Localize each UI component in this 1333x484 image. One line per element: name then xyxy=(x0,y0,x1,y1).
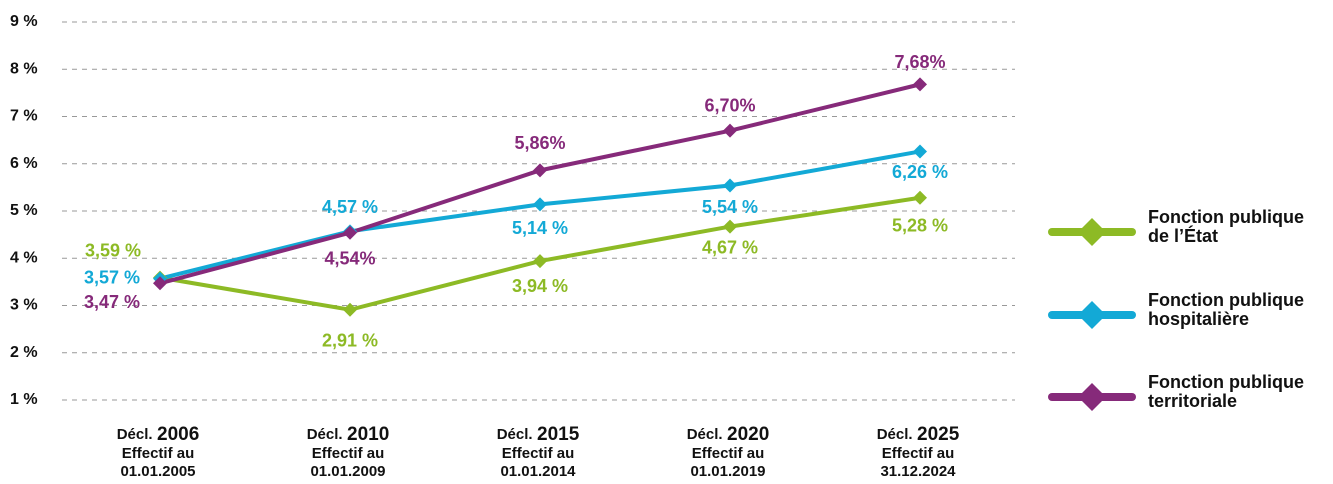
x-tick-label: Décl. 2020 xyxy=(687,424,770,445)
x-tick-label: Décl. 2010 xyxy=(307,424,390,445)
x-tick-prefix: Décl. xyxy=(687,426,723,443)
x-tick-sub: Effectif au xyxy=(692,445,765,462)
y-tick-label: 3 % xyxy=(10,297,38,314)
y-tick-label: 1 % xyxy=(10,391,38,408)
value-label: 4,57 % xyxy=(322,197,378,217)
point xyxy=(343,225,357,240)
y-tick-label: 8 % xyxy=(10,60,38,77)
value-label: 6,70% xyxy=(704,95,755,115)
x-tick-sub: 01.01.2019 xyxy=(690,463,765,480)
x-tick-year: 2010 xyxy=(347,424,389,445)
legend-label: Fonction publique hospitalière xyxy=(1148,290,1304,329)
x-tick-sub: 01.01.2014 xyxy=(500,463,576,480)
point xyxy=(533,197,547,212)
legend-marker xyxy=(1078,383,1106,411)
point xyxy=(913,77,927,92)
value-label: 4,54% xyxy=(324,248,375,268)
y-tick-label: 2 % xyxy=(10,344,38,361)
x-tick-year: 2006 xyxy=(157,424,199,445)
point xyxy=(343,302,357,317)
point xyxy=(533,254,547,269)
x-tick-sub: 01.01.2005 xyxy=(120,463,195,480)
point xyxy=(533,163,547,178)
value-label: 3,94 % xyxy=(512,276,568,296)
x-tick-label: Décl. 2006 xyxy=(117,424,200,445)
value-label: 5,28 % xyxy=(892,216,948,236)
x-tick-year: 2020 xyxy=(727,424,769,445)
x-tick-sub: Effectif au xyxy=(882,445,955,462)
point xyxy=(153,276,167,291)
point xyxy=(723,123,737,138)
y-tick-label: 6 % xyxy=(10,155,38,172)
point xyxy=(723,178,737,193)
value-label: 7,68% xyxy=(894,52,945,72)
x-tick-label: Décl. 2015 xyxy=(497,424,580,445)
x-tick-prefix: Décl. xyxy=(877,426,913,443)
value-label: 2,91 % xyxy=(322,331,378,351)
value-label: 5,86% xyxy=(514,133,565,153)
value-label: 6,26 % xyxy=(892,162,948,182)
x-tick-sub: Effectif au xyxy=(502,445,575,462)
x-tick-sub: Effectif au xyxy=(312,445,385,462)
value-label: 5,54 % xyxy=(702,197,758,217)
legend-marker xyxy=(1078,218,1106,246)
value-label: 3,57 % xyxy=(84,267,140,287)
value-label: 3,47 % xyxy=(84,292,140,312)
x-tick-sub: 31.12.2024 xyxy=(880,463,956,480)
x-tick-label: Décl. 2025 xyxy=(877,424,960,445)
y-tick-label: 9 % xyxy=(10,13,38,30)
value-label: 3,59 % xyxy=(85,240,141,260)
point xyxy=(913,190,927,205)
series-line xyxy=(159,82,921,286)
y-tick-label: 7 % xyxy=(10,108,38,125)
point xyxy=(723,219,737,234)
value-label: 5,14 % xyxy=(512,218,568,238)
legend-marker xyxy=(1078,301,1106,329)
y-tick-label: 5 % xyxy=(10,202,38,219)
x-tick-prefix: Décl. xyxy=(307,426,343,443)
legend-label: Fonction publique territoriale xyxy=(1148,372,1304,411)
x-tick-year: 2015 xyxy=(537,424,580,445)
y-tick-label: 4 % xyxy=(10,249,38,266)
x-tick-prefix: Décl. xyxy=(497,426,533,443)
x-tick-prefix: Décl. xyxy=(117,426,153,443)
x-tick-sub: 01.01.2009 xyxy=(310,463,385,480)
x-tick-year: 2025 xyxy=(917,424,960,445)
point xyxy=(913,144,927,159)
x-tick-sub: Effectif au xyxy=(122,445,195,462)
value-label: 4,67 % xyxy=(702,237,758,257)
legend-label: Fonction publique de l’État xyxy=(1148,207,1304,246)
